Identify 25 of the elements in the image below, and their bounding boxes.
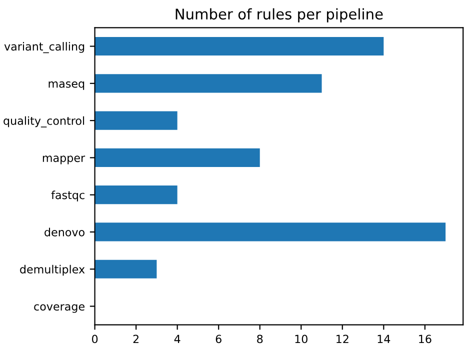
bar xyxy=(94,74,322,93)
x-tick-label: 14 xyxy=(378,334,390,343)
x-tick-label: 4 xyxy=(174,334,180,343)
x-tick-label: 10 xyxy=(295,334,308,344)
y-tick-label: maseq xyxy=(48,81,84,90)
y-tick-label: variant_calling xyxy=(4,42,84,54)
y-tick-label: demultiplex xyxy=(20,264,85,276)
x-tick-label: 6 xyxy=(216,334,222,344)
x-tick-label: 2 xyxy=(133,334,138,343)
y-tick-label: mapper xyxy=(42,156,86,164)
bar xyxy=(94,148,260,167)
bar xyxy=(94,186,178,204)
bar xyxy=(94,36,384,56)
x-tick-label: 8 xyxy=(257,334,263,344)
x-tick-label: 16 xyxy=(419,334,432,344)
bar xyxy=(94,222,446,242)
chart-title: Number of rules per pipeline xyxy=(176,8,383,22)
bar xyxy=(94,111,178,130)
y-tick-label: denovo xyxy=(44,228,84,236)
x-tick-label: 12 xyxy=(336,334,348,343)
y-tick-label: coverage xyxy=(34,304,84,313)
x-tick-label: 0 xyxy=(92,334,98,344)
y-tick-label: fastqc xyxy=(51,190,84,202)
bar xyxy=(94,260,157,278)
y-tick-label: quality_control xyxy=(4,116,84,128)
